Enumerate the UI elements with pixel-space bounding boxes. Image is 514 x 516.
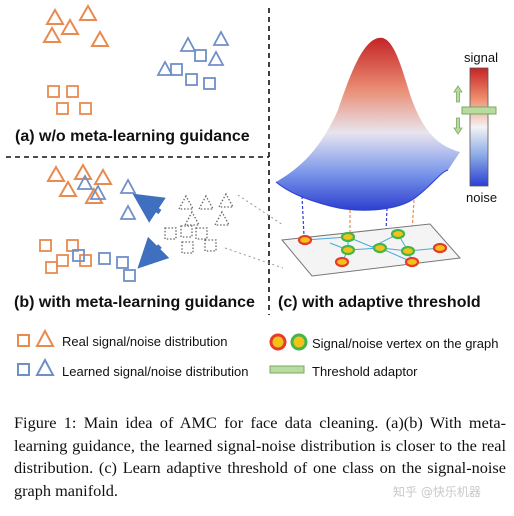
panel-c-label: (c) with adaptive threshold [278, 294, 481, 311]
legend-real-icons [17, 328, 55, 347]
graph-plane [281, 223, 462, 277]
learned-square-icon [17, 363, 30, 376]
panel-b-label: (b) with meta-learning guidance [14, 294, 255, 311]
arrow-down-icon [453, 117, 463, 135]
connector-lines [224, 194, 284, 269]
panel-a-learned-shapes [156, 30, 230, 90]
real-triangle-icon [35, 328, 55, 347]
threshold-arrows [453, 85, 463, 135]
panel-b-arrows [132, 193, 170, 269]
colorbar-signal-label: signal [464, 50, 498, 65]
learned-triangle-icon [35, 357, 55, 376]
surface-plot [275, 37, 460, 211]
real-square-icon [17, 334, 30, 347]
panel-b-learned-triangles [76, 174, 137, 220]
legend-vertex-icons [269, 333, 308, 351]
colorbar-noise-label: noise [466, 190, 498, 205]
legend-learned-label: Learned signal/noise distribution [62, 364, 249, 379]
panel-b-dotted-shapes [164, 192, 235, 254]
signal-vertex-icon [290, 333, 308, 351]
noise-vertex-icon [269, 333, 287, 351]
legend-vertex-label: Signal/noise vertex on the graph [312, 336, 499, 351]
panel-a-real-squares [47, 85, 92, 115]
watermark: 知乎 @快乐机器 [393, 485, 481, 499]
legend-threshold-label: Threshold adaptor [312, 364, 418, 379]
arrow-up-left [132, 193, 166, 223]
figure-1 [6, 3, 497, 376]
panel-b-learned-squares [72, 249, 136, 282]
threshold-adaptor-bar [461, 106, 497, 115]
arrow-up-icon [453, 85, 463, 103]
panel-b-real-triangles [46, 162, 113, 204]
legend-learned-icons [17, 357, 55, 376]
panel-a-label: (a) w/o meta-learning guidance [15, 128, 250, 145]
threshold-legend-icon [269, 365, 305, 374]
colorbar [469, 67, 489, 187]
graph-vertices [297, 228, 448, 268]
arrow-down-left [137, 236, 170, 269]
panel-a-real-triangles [42, 3, 110, 47]
legend-real-label: Real signal/noise distribution [62, 334, 228, 349]
figure-caption: Figure 1: Main idea of AMC for face data… [14, 413, 506, 500]
